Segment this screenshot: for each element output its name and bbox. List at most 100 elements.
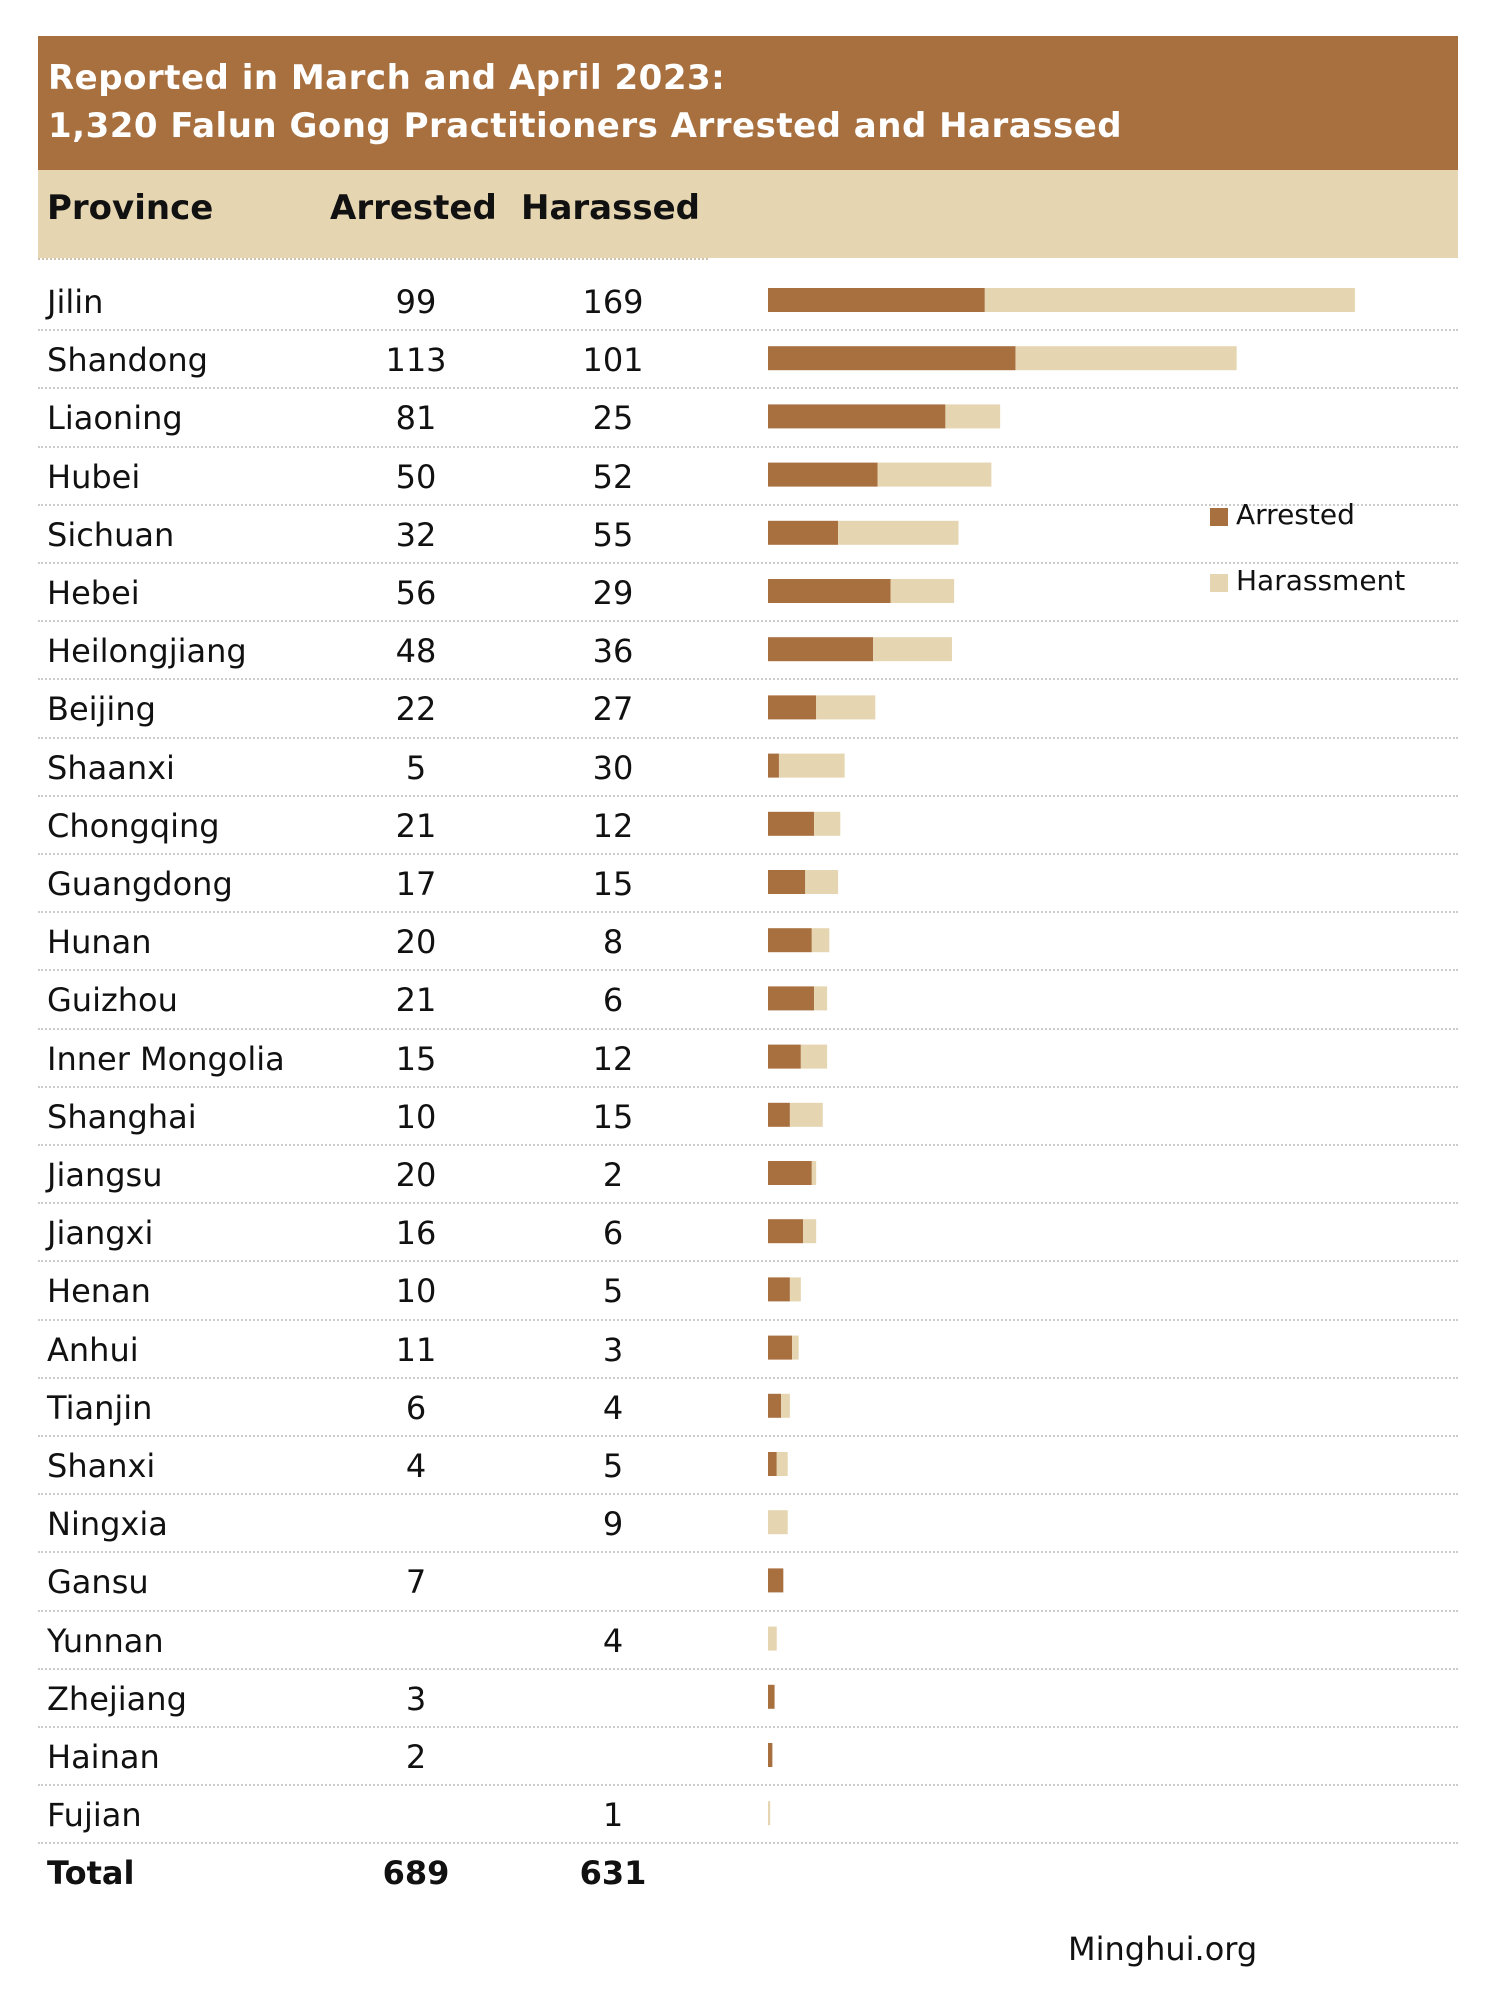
row-divider xyxy=(38,1609,1458,1612)
chart-title-line-1: Reported in March and April 2023: xyxy=(48,58,726,98)
province-name: Jiangsu xyxy=(47,1156,163,1194)
bar-arrested-jiangxi xyxy=(768,1219,804,1244)
row-divider xyxy=(38,1027,1458,1030)
arrested-value: 22 xyxy=(395,690,437,729)
province-name: Gansu xyxy=(47,1563,149,1602)
bar-arrested-tianjin xyxy=(768,1393,782,1418)
province-name: Guizhou xyxy=(47,981,178,1020)
province-name: Zhejiang xyxy=(47,1679,187,1718)
province-name: Shanxi xyxy=(47,1447,156,1485)
chart-title-line-2: 1,320 Falun Gong Practitioners Arrested … xyxy=(48,106,1123,146)
province-name: Hebei xyxy=(47,574,140,612)
province-name: Guangdong xyxy=(47,865,233,903)
arrested-value: 32 xyxy=(395,515,437,554)
harassed-value: 9 xyxy=(602,1505,624,1544)
province-name: Ningxia xyxy=(47,1505,168,1544)
row-divider xyxy=(38,387,1458,390)
harassed-value: 27 xyxy=(592,690,634,729)
harassed-value: 6 xyxy=(602,1214,624,1253)
province-name: Jiangxi xyxy=(47,1214,154,1253)
province-name: Heilongjiang xyxy=(47,632,247,671)
harassed-value: 29 xyxy=(592,574,634,612)
arrested-value: 2 xyxy=(405,1738,427,1776)
arrested-value: 16 xyxy=(395,1214,437,1253)
row-divider xyxy=(38,1318,1458,1321)
bar-harassment-shandong xyxy=(1015,346,1237,371)
row-divider xyxy=(38,1784,1458,1787)
arrested-value: 21 xyxy=(395,806,437,845)
row-divider xyxy=(38,1667,1458,1670)
province-name: Jilin xyxy=(47,283,104,321)
bar-harassment-anhui xyxy=(792,1335,799,1360)
harassed-value: 55 xyxy=(592,515,634,554)
header-harassed: Harassed xyxy=(521,188,700,228)
harassed-value: 169 xyxy=(582,283,644,321)
row-divider xyxy=(38,1435,1458,1437)
bar-arrested-liaoning xyxy=(768,404,946,429)
bar-harassment-jiangsu xyxy=(811,1161,817,1185)
province-name: Hainan xyxy=(47,1738,160,1776)
bar-arrested-chongqing xyxy=(768,811,814,836)
bar-arrested-shaanxi xyxy=(768,753,779,778)
arrested-value: 20 xyxy=(395,1156,437,1194)
row-divider xyxy=(38,503,1458,506)
legend-swatch-arrested xyxy=(1210,508,1228,526)
bar-arrested-hainan xyxy=(768,1743,773,1767)
arrested-value: 10 xyxy=(395,1272,437,1311)
harassed-value: 12 xyxy=(592,806,634,845)
bar-arrested-shanxi xyxy=(768,1452,777,1476)
bar-arrested-shandong xyxy=(768,346,1016,371)
row-divider xyxy=(38,445,1458,448)
bar-arrested-henan xyxy=(768,1277,790,1302)
bar-harassment-liaoning xyxy=(945,404,1001,429)
harassed-value: 3 xyxy=(602,1330,624,1369)
harassed-value: 52 xyxy=(592,457,634,496)
arrested-value: 20 xyxy=(395,923,437,962)
bar-harassment-guangdong xyxy=(805,870,839,894)
harassed-value: 5 xyxy=(602,1447,624,1485)
row-divider xyxy=(38,562,1458,564)
province-name: Tianjin xyxy=(47,1388,153,1427)
bar-arrested-anhui xyxy=(768,1335,793,1360)
table-header-band xyxy=(38,170,1458,258)
province-name: Anhui xyxy=(47,1330,139,1369)
harassed-value: 30 xyxy=(592,748,634,787)
bar-harassment-beijing xyxy=(816,695,876,720)
arrested-value: 21 xyxy=(395,981,437,1020)
arrested-value: 50 xyxy=(395,457,437,496)
header-divider xyxy=(38,258,708,260)
province-name: Shanghai xyxy=(47,1097,197,1136)
bar-arrested-hubei xyxy=(768,462,878,487)
arrested-value: 81 xyxy=(395,399,437,438)
arrested-value: 48 xyxy=(395,632,437,671)
bar-harassment-guizhou xyxy=(813,986,828,1011)
harassed-value: 101 xyxy=(582,341,644,380)
bar-harassment-hebei xyxy=(890,579,955,603)
arrested-value: 11 xyxy=(395,1330,437,1369)
bar-harassment-jiangxi xyxy=(803,1219,817,1244)
arrested-value: 113 xyxy=(385,341,447,380)
legend-label-arrested: Arrested xyxy=(1236,498,1355,531)
row-divider xyxy=(38,911,1458,914)
row-divider xyxy=(38,1260,1458,1263)
bar-harassment-shaanxi xyxy=(778,753,845,778)
harassed-value: 8 xyxy=(602,923,624,962)
legend-swatch-harassment xyxy=(1210,574,1228,592)
total-label: Total xyxy=(47,1854,135,1893)
harassed-value: 25 xyxy=(592,399,634,438)
bar-arrested-gansu xyxy=(768,1568,784,1593)
arrested-value: 15 xyxy=(395,1039,437,1078)
legend-label-harassment: Harassment xyxy=(1236,564,1406,597)
bar-harassment-tianjin xyxy=(781,1393,790,1418)
title-banner xyxy=(38,36,1458,170)
row-divider xyxy=(38,1493,1458,1496)
row-divider xyxy=(38,1085,1458,1088)
bar-harassment-shanxi xyxy=(776,1452,788,1476)
bar-harassment-chongqing xyxy=(813,811,841,836)
province-name: Hunan xyxy=(47,923,152,962)
total-arrested: 689 xyxy=(382,1854,450,1893)
bar-harassment-inner-mongolia xyxy=(800,1044,828,1069)
harassed-value: 36 xyxy=(592,632,634,671)
bar-arrested-jilin xyxy=(768,288,985,312)
